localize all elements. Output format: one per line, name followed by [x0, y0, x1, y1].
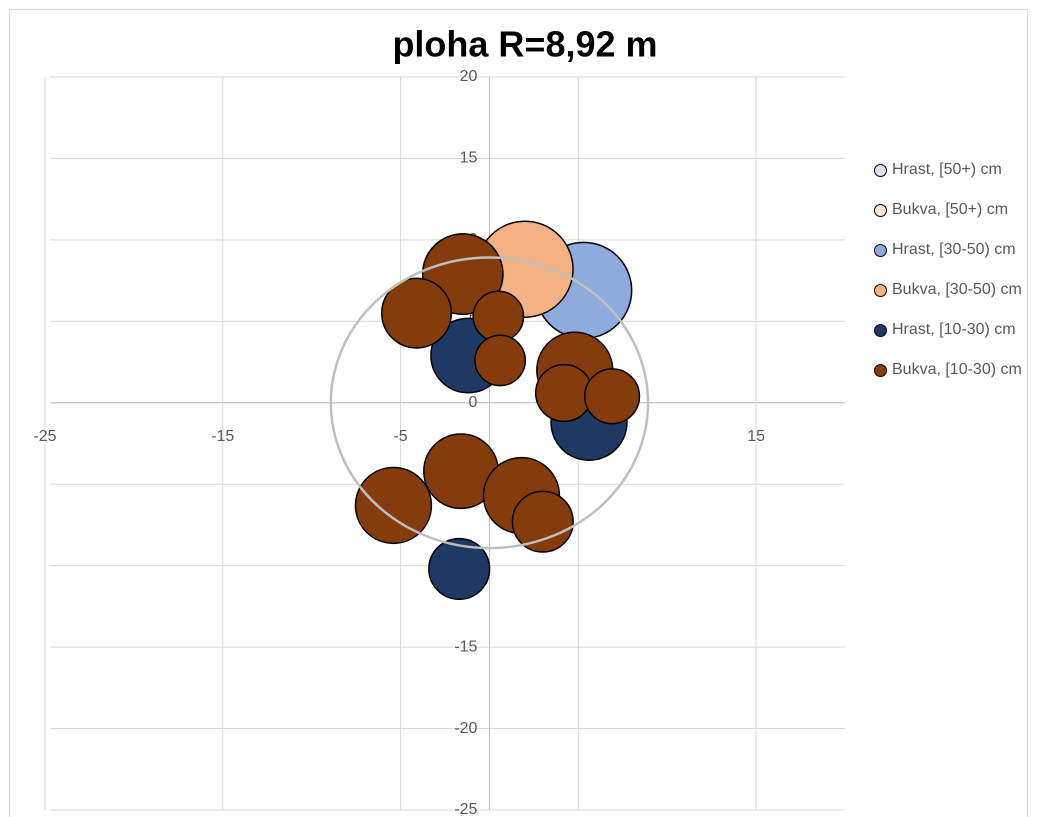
legend-label: Hrast, [50+) cm — [892, 161, 1002, 178]
legend-label: Bukva, [10-30) cm — [892, 361, 1022, 378]
bubble — [474, 334, 527, 387]
bubble — [354, 466, 433, 545]
y-tick-label: -25 — [454, 801, 477, 817]
legend-label: Bukva, [50+) cm — [892, 201, 1009, 218]
legend-marker — [874, 324, 887, 337]
legend-marker — [874, 244, 887, 257]
legend-item: Bukva, [50+) cm — [872, 200, 1027, 240]
bubble — [428, 537, 491, 601]
bubble — [511, 490, 574, 553]
legend-marker — [874, 164, 887, 177]
legend-label: Bukva, [30-50) cm — [892, 281, 1022, 298]
y-tick-label: -20 — [454, 720, 477, 737]
y-tick-label: 15 — [460, 150, 478, 167]
bubble — [534, 363, 594, 423]
y-tick-label: -15 — [454, 638, 477, 655]
legend-marker — [874, 204, 887, 217]
legend-marker — [874, 284, 887, 297]
legend-label: Hrast, [30-50) cm — [892, 241, 1016, 258]
x-tick-label: -5 — [393, 428, 407, 445]
bubble — [381, 277, 453, 349]
legend-label: Hrast, [10-30) cm — [892, 321, 1016, 338]
legend: Hrast, [50+) cm Bukva, [50+) cm Hrast, [30… — [872, 160, 1032, 400]
legend-item: Hrast, [50+) cm — [872, 160, 1027, 200]
x-tick-label: -15 — [211, 428, 234, 445]
bubble — [583, 368, 641, 425]
x-tick-label: -25 — [33, 428, 56, 445]
chart-title: ploha R=8,92 m — [392, 24, 657, 65]
x-tick-label: 15 — [747, 428, 765, 445]
chart-border — [9, 9, 1028, 817]
y-tick-label: 0 — [469, 394, 478, 411]
legend-item: Hrast, [10-30) cm — [872, 320, 1027, 360]
plot-boundary — [329, 256, 650, 550]
legend-marker — [874, 364, 887, 377]
legend-item: Hrast, [30-50) cm — [872, 240, 1027, 280]
y-tick-label: 20 — [460, 68, 478, 85]
bubble — [472, 290, 525, 343]
legend-item: Bukva, [10-30) cm — [872, 360, 1027, 400]
legend-item: Bukva, [30-50) cm — [872, 280, 1027, 320]
